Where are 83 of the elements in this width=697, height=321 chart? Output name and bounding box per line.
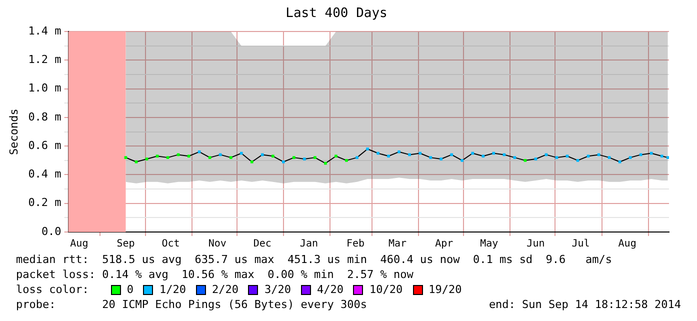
point [534, 158, 538, 160]
point [271, 154, 274, 158]
text: median rtt: 518.5 us avg 635.7 us max 451.3 us min 460.4 us now 0.1 ms sd 9.6 am/s [16, 252, 614, 267]
text: probe: 20 ICMP Echo Pings (56 Bytes) every 300s [16, 297, 367, 312]
legend-label: 0 [126, 282, 134, 297]
point [260, 153, 264, 156]
y-tick-label: 0.8 m [28, 110, 62, 124]
x-tick-label: Mar [388, 238, 407, 250]
point [387, 154, 390, 158]
legend-label: 3/20 [264, 282, 291, 297]
point [282, 160, 285, 164]
point [450, 153, 454, 156]
point [628, 156, 632, 159]
point [187, 154, 190, 158]
point [124, 156, 128, 159]
point [566, 154, 569, 158]
legend-label: 2/20 [212, 282, 238, 297]
y-tick-label: 1.4 m [28, 24, 62, 38]
x-tick-label: May [480, 238, 498, 250]
x-tick-label: Aug [618, 238, 636, 250]
point [666, 156, 669, 159]
point [408, 153, 411, 156]
legend-label: 10/20 [369, 282, 403, 297]
x-tick-label: Sep [116, 238, 135, 250]
point [356, 156, 358, 159]
x-tick-label: Jun [526, 238, 545, 250]
point [492, 152, 496, 155]
point [166, 156, 170, 159]
point [660, 154, 664, 158]
point [292, 156, 296, 159]
point [460, 159, 464, 162]
point [618, 160, 622, 164]
x-tick-label: Apr [435, 238, 454, 250]
point [366, 148, 369, 150]
text: packet loss: 0.14 % avg 10.56 % max 0.00 % min 2.57 % now [16, 267, 414, 282]
point [440, 158, 443, 160]
legend-label: 1/20 [159, 282, 186, 297]
point [324, 162, 327, 165]
x-tick-label: Jan [300, 238, 318, 250]
x-tick-label: Aug [70, 238, 88, 250]
point [650, 152, 653, 155]
text: end: Sun Sep 14 18:12:58 2014 [488, 297, 681, 312]
legend-title: loss color: [16, 282, 89, 297]
y-tick-label: 0.2 m [28, 196, 62, 210]
point [229, 156, 232, 159]
point [208, 156, 212, 159]
point [418, 152, 422, 155]
point [240, 152, 243, 155]
point [334, 154, 338, 158]
point [471, 152, 474, 155]
y-tick-label: 0.0 [41, 224, 62, 238]
x-tick-label: Oct [162, 238, 180, 250]
point [429, 156, 432, 159]
point [555, 156, 558, 159]
x-tick-label: Nov [208, 238, 226, 250]
point [398, 150, 400, 154]
point [482, 154, 485, 158]
point [576, 159, 580, 162]
point [376, 152, 380, 155]
x-tick-label: Dec [253, 238, 272, 250]
point [134, 160, 138, 164]
point [314, 156, 316, 159]
y-tick-label: 0.6 m [28, 138, 62, 152]
y-axis-title: Seconds [7, 108, 20, 155]
x-tick-label: Jul [572, 238, 590, 250]
point [608, 156, 611, 159]
point [198, 150, 201, 154]
legend-label: 4/20 [316, 282, 344, 297]
y-tick-label: 1.2 m [28, 53, 62, 66]
point [250, 160, 254, 164]
point [345, 159, 348, 162]
point [145, 158, 148, 160]
point [303, 158, 306, 160]
point [524, 159, 527, 162]
y-tick-label: 1.0 m [28, 82, 62, 95]
chart-title: Last 400 Days [286, 6, 388, 22]
x-tick-label: Feb [346, 238, 365, 250]
point [156, 154, 159, 158]
y-tick-label: 0.4 m [28, 168, 62, 181]
legend-label: 19/20 [428, 282, 462, 297]
point [218, 153, 222, 156]
point [513, 156, 516, 159]
point [586, 154, 590, 158]
